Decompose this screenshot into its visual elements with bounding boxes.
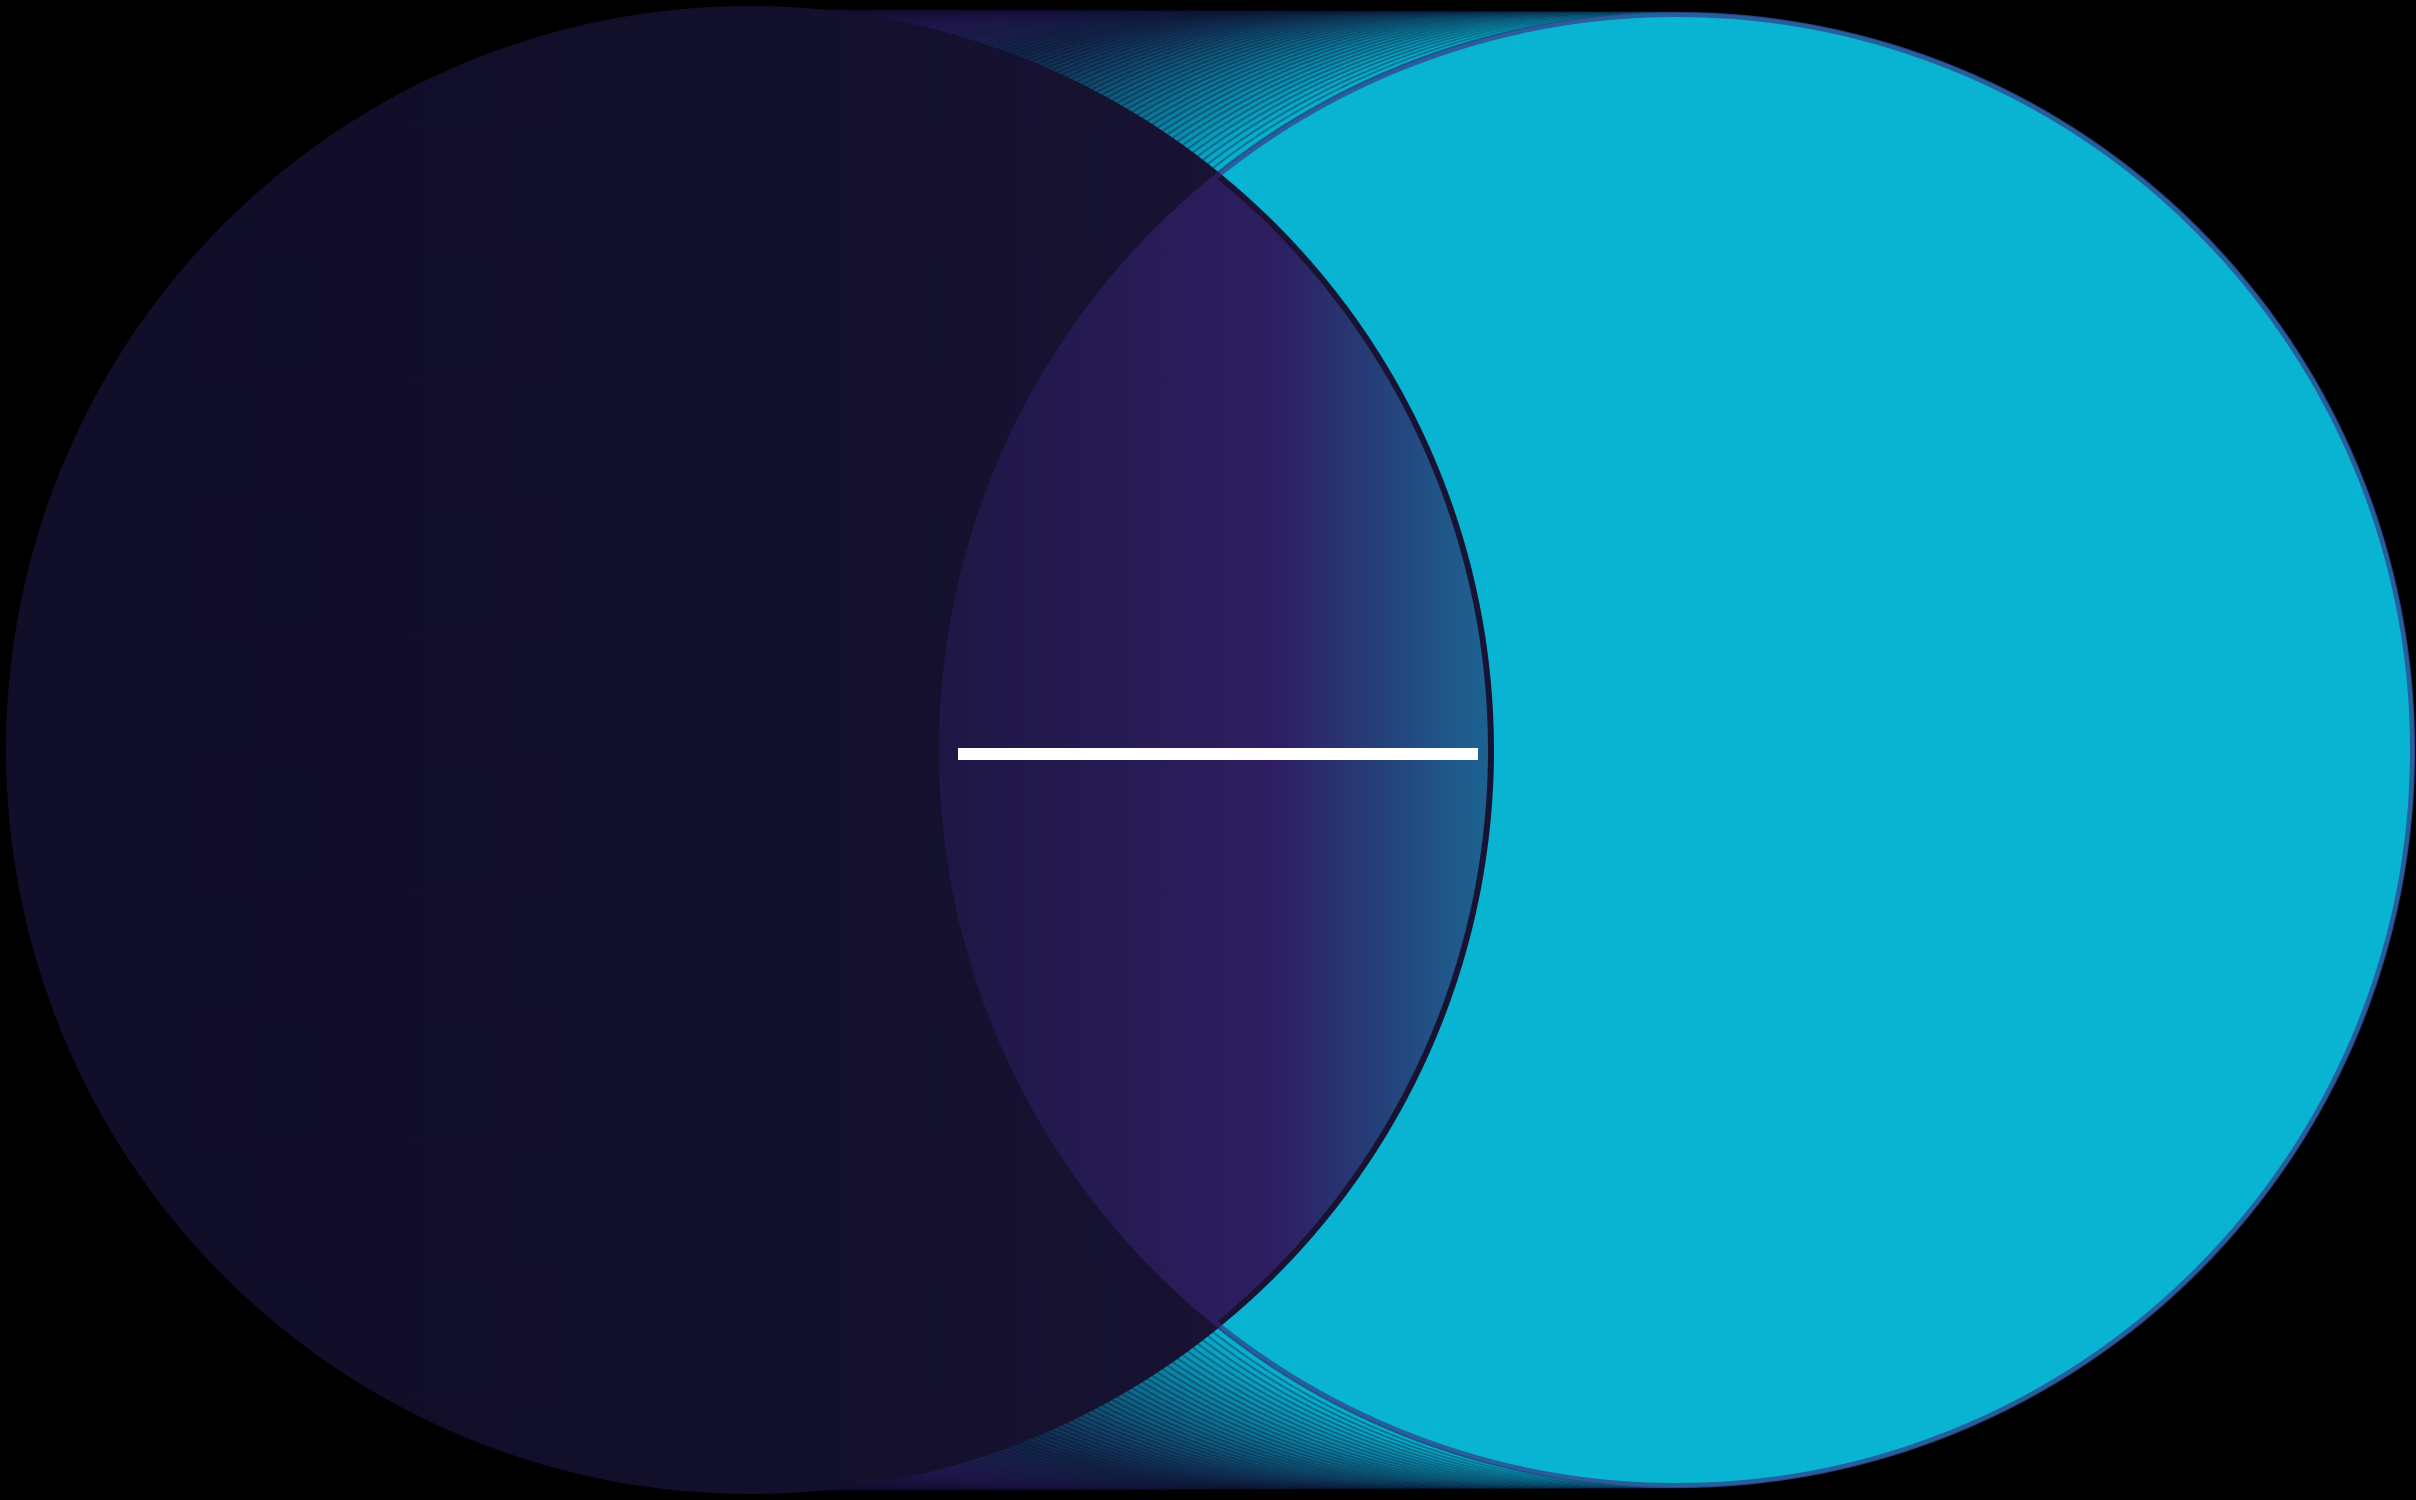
lens-overlap	[939, 12, 1488, 1488]
center-line	[958, 748, 1478, 760]
